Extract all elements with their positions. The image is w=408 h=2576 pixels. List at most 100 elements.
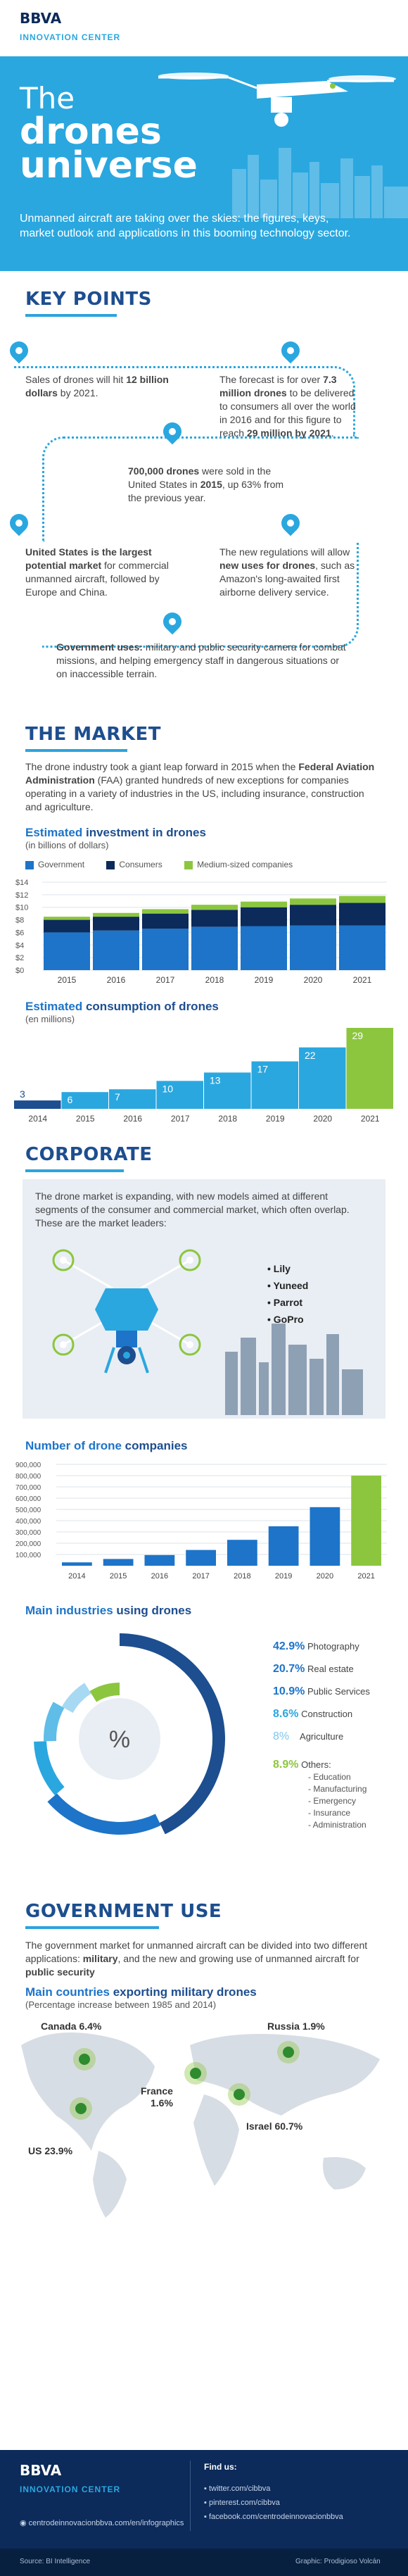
key-point-6: Government uses: military and public sec…	[56, 641, 346, 679]
footer-web-link[interactable]: ◉ centrodeinnovacionbbva.com/en/infograp…	[20, 2519, 184, 2527]
x-tick-label: 2021	[361, 1114, 380, 1124]
city-skyline	[232, 148, 408, 218]
investment-unit: (in billions of dollars)	[25, 840, 109, 850]
bar-government	[339, 925, 385, 970]
company-bar	[103, 1559, 134, 1566]
country-label-canada: Canada 6.4%	[41, 2021, 102, 2032]
hero-section: BBVA INNOVATION CENTER The	[0, 0, 408, 271]
bar-consumers	[93, 917, 139, 931]
consumption-bar	[346, 1028, 393, 1109]
company-bar	[268, 1526, 299, 1566]
legend-consumers: Consumers	[119, 860, 162, 869]
x-tick-label: 2019	[255, 975, 274, 985]
consumption-bar	[204, 1072, 251, 1109]
x-tick-label: 2020	[317, 1572, 333, 1581]
brand-subtitle: INNOVATION CENTER	[20, 32, 121, 42]
bar-medium-sized-companies	[290, 898, 336, 905]
data-label: 29	[352, 1030, 364, 1041]
x-tick-label: 2021	[353, 975, 372, 985]
x-tick-label: 2021	[357, 1572, 374, 1581]
footer-logo: BBVA	[20, 2462, 62, 2479]
pin-icon	[6, 510, 32, 536]
hero-intro: Unmanned aircraft are taking over the sk…	[20, 213, 351, 239]
industry-slice	[44, 1702, 65, 1742]
consumption-bar	[251, 1061, 298, 1109]
percent-symbol: %	[109, 1726, 130, 1753]
y-tick-label: 500,000	[15, 1507, 42, 1514]
industry-slice	[89, 1683, 120, 1702]
x-tick-label: 2014	[28, 1114, 47, 1124]
x-tick-label: 2018	[205, 975, 224, 985]
dotted-path-3	[42, 436, 359, 542]
y-tick-label: 100,000	[15, 1552, 42, 1559]
x-tick-label: 2015	[110, 1572, 127, 1581]
company-bar	[144, 1554, 175, 1566]
industry-slice	[61, 1683, 91, 1713]
bar-consumers	[191, 910, 238, 927]
hero-title-the: The	[20, 81, 75, 115]
footer-links: ▪ twitter.com/cibbva ▪ pinterest.com/cib…	[204, 2482, 343, 2524]
y-tick-label: $8	[15, 917, 24, 925]
x-tick-label: 2016	[123, 1114, 142, 1124]
key-point-5: The new regulations will allow new uses …	[219, 546, 355, 598]
x-tick-label: 2020	[304, 975, 323, 985]
others-list: - Education - Manufacturing - Emergency …	[308, 1772, 367, 1830]
y-tick-label: $0	[15, 967, 24, 975]
x-tick-label: 2015	[76, 1114, 95, 1124]
facebook-link[interactable]: ▪ facebook.com/centrodeinnovacionbbva	[204, 2513, 343, 2521]
industry-slice	[47, 1793, 161, 1835]
bar-government	[191, 926, 238, 970]
industry-row: 8.9% Others:	[273, 1759, 331, 1771]
consumption-bar	[109, 1089, 156, 1109]
government-underline	[25, 1926, 159, 1929]
x-tick-label: 2016	[107, 975, 126, 985]
hero-title-drones: drones	[20, 111, 162, 153]
consumption-bar	[156, 1081, 203, 1109]
country-label-israel: Israel 60.7%	[246, 2121, 303, 2132]
key-points-title: KEY POINTS	[25, 289, 152, 310]
bar-government	[142, 929, 189, 970]
x-tick-label: 2015	[58, 975, 77, 985]
marker-israel	[228, 2083, 250, 2106]
data-label: 22	[305, 1050, 316, 1061]
data-label: 3	[20, 1088, 25, 1100]
data-label: 7	[115, 1091, 120, 1102]
x-tick-label: 2019	[275, 1572, 292, 1581]
consumption-heading: Estimated consumption of drones	[25, 1000, 219, 1013]
countries-heading: Main countries exporting military drones	[25, 1985, 257, 1999]
government-text: The government market for unmanned aircr…	[25, 1940, 368, 1978]
leader-item: • GoPro	[267, 1314, 304, 1325]
bar-medium-sized-companies	[93, 912, 139, 917]
consumption-unit: (en millions)	[25, 1014, 75, 1024]
y-tick-label: 900,000	[15, 1462, 42, 1469]
bar-government	[93, 930, 139, 970]
marker-russia	[277, 2041, 300, 2063]
corporate-text: The drone market is expanding, with new …	[35, 1190, 350, 1229]
market-underline	[25, 749, 127, 752]
key-point-3: 700,000 drones were sold in the United S…	[128, 465, 284, 503]
facebook-icon: ▪	[204, 2513, 209, 2521]
y-tick-label: $10	[15, 904, 28, 912]
bar-medium-sized-companies	[44, 917, 90, 920]
dotted-path-4	[42, 542, 359, 648]
twitter-link[interactable]: ▪ twitter.com/cibbva	[204, 2484, 271, 2493]
x-tick-label: 2017	[192, 1572, 209, 1581]
footer-bottom-bar	[0, 2549, 408, 2576]
twitter-icon: ▪	[204, 2484, 209, 2493]
pinterest-link[interactable]: ▪ pinterest.com/cibbva	[204, 2499, 280, 2507]
investment-chart: $14 $12 $10 $8 $6 $4 $2 $0 2015 2016 2017 2018 2019 2…	[15, 879, 387, 985]
y-tick-label: 700,000	[15, 1484, 42, 1492]
country-label-france: France 1.6%	[141, 2085, 173, 2109]
bar-medium-sized-companies	[339, 896, 385, 903]
key-points-underline	[25, 314, 117, 317]
y-tick-label: $2	[15, 954, 24, 962]
company-bar	[310, 1507, 340, 1566]
key-point-2: The forecast is for over 7.3 million dro…	[219, 374, 356, 439]
bar-medium-sized-companies	[191, 905, 238, 910]
consumption-bar	[14, 1100, 61, 1109]
footer-divider	[190, 2461, 191, 2531]
x-tick-label: 2018	[234, 1572, 250, 1581]
bar-consumers	[339, 903, 385, 926]
industries-chart: %	[34, 1633, 225, 1835]
